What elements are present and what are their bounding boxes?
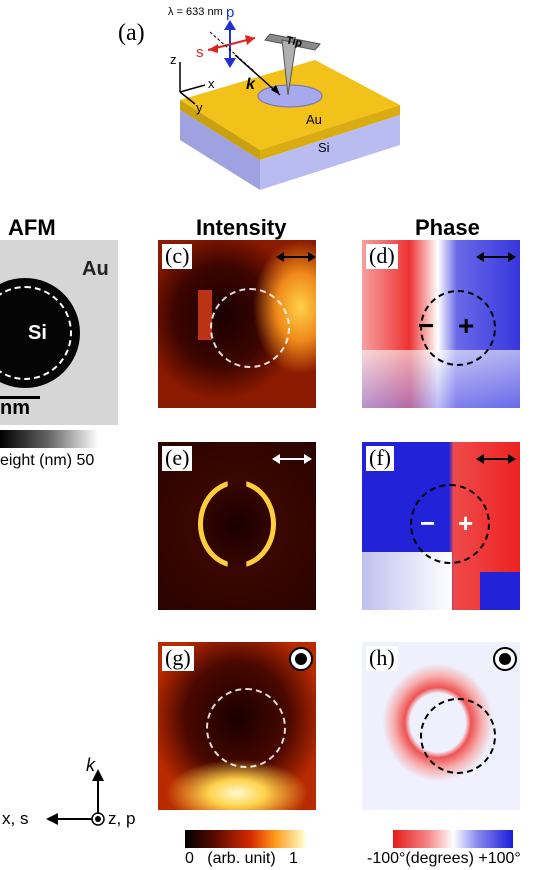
horizontal-polarization-icon <box>272 454 312 464</box>
panel-d-label: (d) <box>366 244 398 269</box>
afm-image: Si Au nm <box>0 240 118 425</box>
phase-colorbar-label: -100°(degrees) +100° <box>367 850 521 867</box>
panel-d-minus: − <box>418 310 435 341</box>
axis-z-label: z <box>170 52 177 67</box>
axis-x-label: x <box>208 76 215 91</box>
panel-c-label: (c) <box>162 244 193 269</box>
scale-bar-label: nm <box>0 397 30 419</box>
si-side-left <box>180 110 260 190</box>
afm-colorbar-label: eight (nm) 50 <box>0 452 95 469</box>
intensity-colorbar-label: 0 (arb. unit) 1 <box>185 850 298 867</box>
tip-cone <box>281 39 297 96</box>
schematic-panel: (a) λ = 633 nm p s Tip k z x y Au <box>110 0 410 195</box>
axis-y-label: y <box>196 100 203 115</box>
legend-xs: x, s <box>2 809 29 828</box>
out-of-plane-polarization-icon <box>493 647 517 671</box>
panel-e-label: (e) <box>162 446 193 471</box>
panel-g-intensity: (g) <box>158 642 316 810</box>
panel-h-label: (h) <box>366 646 398 671</box>
afm-au-label: Au <box>82 258 109 280</box>
panel-f-plus: + <box>458 508 474 538</box>
panel-f-minus: − <box>420 508 436 538</box>
gold-side-right <box>260 105 400 160</box>
phase-colorbar <box>393 830 513 848</box>
intensity-colorbar <box>185 830 305 848</box>
wavelength-label: λ = 633 nm <box>168 6 223 18</box>
horizontal-polarization-icon <box>476 454 516 464</box>
legend-zp: z, p <box>108 809 136 828</box>
axis-y-line <box>179 91 196 105</box>
horizontal-polarization-icon <box>276 252 316 262</box>
panel-h-phase: (h) <box>362 642 520 810</box>
si-side-right <box>260 115 400 190</box>
coordinate-axes-icon <box>46 769 105 826</box>
axis-x-line <box>179 84 206 93</box>
s-label: s <box>196 44 204 61</box>
si-label: Si <box>318 140 330 155</box>
column-header-intensity: Intensity <box>196 215 287 240</box>
coordinate-legend: k x, s z, p <box>0 755 150 845</box>
legend-k: k <box>86 755 95 775</box>
column-header-phase: Phase <box>415 215 480 240</box>
panel-e-intensity: (e) <box>158 442 316 610</box>
k-label: k <box>246 76 255 93</box>
panel-f-phase: − + (f) <box>362 442 520 610</box>
panel-c-intensity: (c) <box>158 240 316 408</box>
column-header-afm: AFM <box>8 215 56 240</box>
afm-si-label: Si <box>28 322 47 344</box>
gold-side-left <box>180 100 260 160</box>
out-of-plane-polarization-icon <box>289 647 313 671</box>
panel-f-label: (f) <box>366 446 394 471</box>
p-label: p <box>226 4 235 21</box>
horizontal-polarization-icon <box>476 252 516 262</box>
panel-g-label: (g) <box>162 646 194 671</box>
scale-bar <box>0 396 40 399</box>
panel-d-phase: − + (d) <box>362 240 520 408</box>
schematic-drawing <box>179 20 400 190</box>
panel-d-plus: + <box>458 310 475 341</box>
k-arrow <box>234 54 281 96</box>
au-label: Au <box>306 112 322 127</box>
afm-colorbar <box>0 430 98 448</box>
panel-label-a: (a) <box>118 20 145 46</box>
hole-icon <box>257 84 323 108</box>
